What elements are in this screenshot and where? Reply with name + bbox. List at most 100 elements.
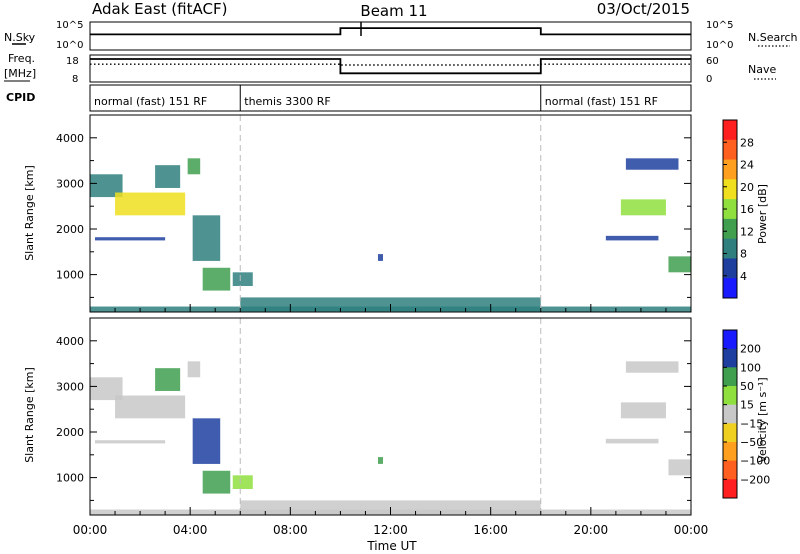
cpid-segment-label: normal (fast) 151 RF xyxy=(94,95,207,108)
echo-region xyxy=(187,158,201,175)
beam-label: Beam 11 xyxy=(360,2,427,20)
nave-tick-high: 60 xyxy=(706,56,719,67)
echo-region xyxy=(625,361,679,373)
echo-region xyxy=(95,440,166,444)
colorbar-swatch xyxy=(723,330,737,350)
time-axis-label: Time UT xyxy=(366,539,417,553)
colorbar-swatch xyxy=(723,460,737,480)
x-tick-label: 20:00 xyxy=(574,523,609,537)
cpid-label: CPID xyxy=(6,91,35,104)
colorbar-tick-label: 24 xyxy=(740,159,754,172)
colorbar-swatch xyxy=(723,258,737,279)
echo-region xyxy=(202,267,231,291)
colorbar-tick-label: −100 xyxy=(740,455,770,468)
cpid-segment-label: themis 3300 RF xyxy=(244,95,331,108)
y-tick-label: 1000 xyxy=(56,472,84,485)
echo-region xyxy=(202,470,231,494)
colorbar-swatch xyxy=(723,479,737,499)
echo-region xyxy=(90,174,123,198)
nave-label: Nave xyxy=(748,63,776,76)
nsky-panel: N.Sky N.Search 10^5 10^0 10^5 10^0 xyxy=(4,20,798,51)
x-tick-label: 04:00 xyxy=(173,523,208,537)
colorbar-swatch xyxy=(723,423,737,443)
echo-region xyxy=(625,158,679,170)
echo-region xyxy=(377,457,383,464)
colorbar-swatch xyxy=(723,179,737,200)
y-tick-label: 3000 xyxy=(56,380,84,393)
echo-region xyxy=(620,199,666,216)
echo-region xyxy=(95,237,166,241)
nave-tick-low: 0 xyxy=(706,74,712,85)
y-tick-label: 2000 xyxy=(56,223,84,236)
nsky-series-line xyxy=(90,27,691,36)
colorbar-tick-label: 15 xyxy=(740,399,754,412)
echo-region xyxy=(605,438,659,444)
echo-region xyxy=(377,254,383,261)
echo-region xyxy=(192,418,221,464)
colorbar-swatch xyxy=(723,367,737,387)
figure-title: Adak East (fitACF) xyxy=(92,0,227,18)
y-tick-label: 1000 xyxy=(56,269,84,282)
velocity-plot-area xyxy=(90,318,691,515)
colorbar-swatch xyxy=(723,404,737,424)
echo-region xyxy=(668,459,691,476)
power-panel: 4000 3000 2000 1000 Slant Range [km] 28 24 20… xyxy=(23,114,769,313)
colorbar-tick-label: 16 xyxy=(740,203,754,216)
nsearch-tick-high: 10^5 xyxy=(706,20,733,31)
colorbar-tick-label: 200 xyxy=(740,343,761,356)
echo-region xyxy=(192,215,221,261)
colorbar-swatch xyxy=(723,386,737,406)
freq-unit-label: [MHz] xyxy=(4,67,36,80)
y-tick-label: 4000 xyxy=(56,132,84,145)
nsky-tick-low: 10^0 xyxy=(56,40,83,51)
echo-region xyxy=(232,272,253,287)
time-axis: 00:00 04:00 08:00 12:00 16:00 20:00 00:00 xyxy=(73,304,709,537)
colorbar-tick-label: 20 xyxy=(740,181,754,194)
freq-label: Freq. xyxy=(8,52,35,65)
echo-region xyxy=(115,192,186,216)
freq-panel: Freq. [MHz] Nave 18 8 60 0 xyxy=(4,52,776,85)
echo-region xyxy=(155,368,181,391)
cpid-panel: CPID normal (fast) 151 RF themis 3300 RF n… xyxy=(6,84,692,112)
colorbar-tick-label: 12 xyxy=(740,225,754,238)
colorbar-swatch xyxy=(723,442,737,462)
velocity-panel: 4000 3000 2000 1000 Slant Range [km] 200 100… xyxy=(23,317,770,516)
colorbar-swatch xyxy=(723,238,737,259)
x-tick-label: 12:00 xyxy=(373,523,408,537)
colorbar-tick-label: 8 xyxy=(740,248,747,261)
velocity-colorbar-label: Velocity [m s⁻¹] xyxy=(756,377,769,462)
freq-series-line xyxy=(90,58,691,75)
date-label: 03/Oct/2015 xyxy=(597,0,690,18)
colorbar-swatch xyxy=(723,139,737,161)
echo-region xyxy=(187,361,201,378)
y-tick-label: 4000 xyxy=(56,335,84,348)
velocity-ylabel: Slant Range [km] xyxy=(23,367,36,463)
y-tick-label: 3000 xyxy=(56,177,84,190)
echo-region xyxy=(668,256,691,273)
freq-frame xyxy=(89,54,692,83)
x-tick-label: 08:00 xyxy=(273,523,308,537)
colorbar-tick-label: −15 xyxy=(740,417,763,430)
colorbar-tick-label: 100 xyxy=(740,361,761,374)
colorbar-tick-label: 28 xyxy=(740,136,754,149)
colorbar-frame xyxy=(722,329,738,499)
colorbar-swatch xyxy=(723,218,737,240)
colorbar-tick-label: −50 xyxy=(740,436,763,449)
x-tick-label: 00:00 xyxy=(674,523,709,537)
colorbar-swatch xyxy=(723,159,737,180)
colorbar-tick-label: 50 xyxy=(740,380,754,393)
colorbar-tick-label: 4 xyxy=(740,270,747,283)
x-tick-label: 16:00 xyxy=(473,523,508,537)
echo-region xyxy=(155,165,181,188)
freq-tick-high: 18 xyxy=(66,56,79,67)
colorbar-tick-label: −200 xyxy=(740,473,770,486)
cpid-frame xyxy=(89,84,692,112)
echo-region xyxy=(620,402,666,419)
nsky-label: N.Sky xyxy=(4,31,36,44)
echo-region xyxy=(232,475,253,490)
echo-region xyxy=(605,235,659,241)
cpid-segment-label: normal (fast) 151 RF xyxy=(545,95,658,108)
y-tick-label: 2000 xyxy=(56,426,84,439)
colorbar-swatch xyxy=(723,199,737,220)
